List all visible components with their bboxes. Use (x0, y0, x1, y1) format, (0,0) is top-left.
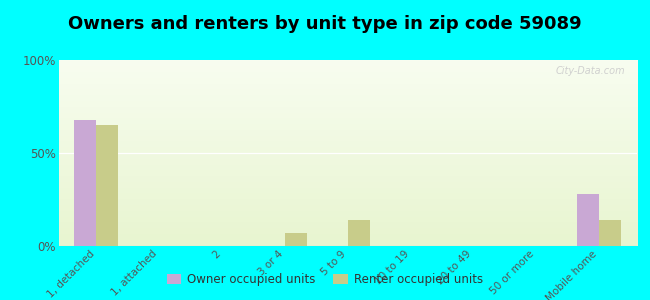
Legend: Owner occupied units, Renter occupied units: Owner occupied units, Renter occupied un… (162, 269, 488, 291)
Text: Owners and renters by unit type in zip code 59089: Owners and renters by unit type in zip c… (68, 15, 582, 33)
Bar (577, 194, 599, 246)
Bar (74, 119, 96, 246)
Bar (285, 233, 307, 246)
Bar (96, 125, 118, 246)
Text: City-Data.com: City-Data.com (556, 66, 625, 76)
Bar (348, 220, 370, 246)
Bar (599, 220, 621, 246)
